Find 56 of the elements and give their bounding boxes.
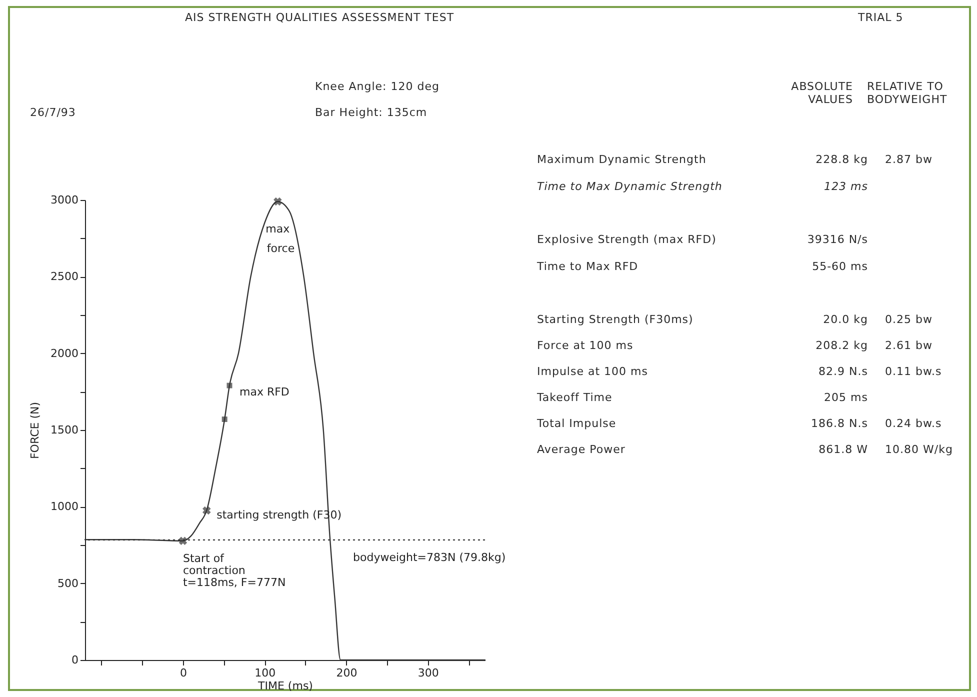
text: 10.80 W/kg (885, 443, 953, 456)
x-tick-label: 200 (336, 666, 358, 680)
text: Average Power (537, 443, 626, 456)
text: Impulse at 100 ms (537, 365, 648, 378)
text: 55-60 ms (812, 260, 868, 273)
y-tick-label: 1000 (50, 500, 78, 514)
text: Time to Max Dynamic Strength (537, 180, 722, 193)
text: Total Impulse (537, 417, 616, 430)
text: Maximum Dynamic Strength (537, 153, 706, 166)
text: 123 ms (824, 180, 868, 193)
text: RELATIVE TO BODYWEIGHT (867, 80, 948, 106)
text: Takeoff Time (537, 391, 612, 404)
point (222, 416, 228, 422)
text: TRIAL 5 (858, 11, 904, 24)
y-tick-label: 3000 (50, 194, 78, 206)
x-tick-label: 100 (254, 666, 276, 680)
point (226, 382, 232, 388)
y-tick-label: 1500 (50, 424, 78, 436)
annotation: max (266, 222, 290, 236)
text: Time to Max RFD (537, 260, 638, 273)
x-axis-title: TIME (ms) (257, 680, 313, 692)
annotation: Start of contraction t=118ms, F=777N (182, 552, 286, 589)
text: 0.11 bw.s (885, 365, 942, 378)
text: 2.87 bw (885, 153, 932, 166)
text: Knee Angle: 120 deg (315, 80, 440, 93)
text: 228.8 kg (816, 153, 868, 166)
y-tick-label: 2000 (50, 346, 78, 360)
text: ABSOLUTE VALUES (791, 80, 853, 106)
point (178, 536, 188, 545)
y-tick-label: 0 (72, 654, 78, 666)
point (274, 197, 282, 206)
chart-title: AIS STRENGTH QUALITIES ASSESSMENT TEST (185, 11, 454, 24)
point (202, 506, 211, 515)
text: Force at 100 ms (537, 339, 634, 352)
text: 205 ms (824, 391, 868, 404)
text: 0.25 bw (885, 313, 932, 326)
text: 208.2 kg (816, 339, 868, 352)
text: Explosive Strength (max RFD) (537, 233, 716, 246)
annotation: max RFD (239, 386, 290, 399)
text: 186.8 N.s (811, 417, 868, 430)
text: Bar Height: 135cm (315, 106, 428, 119)
text: 861.8 W (818, 443, 868, 456)
y-tick-label: 2500 (50, 270, 78, 284)
ref-line-label: bodyweight=783N (79.8kg) (353, 550, 506, 564)
x-tick-label: 300 (418, 666, 439, 680)
text: 39316 N/s (807, 233, 868, 246)
text: 82.9 N.s (818, 365, 868, 378)
text: 26/7/93 (30, 106, 76, 119)
text: 20.0 kg (823, 313, 868, 326)
text: 2.61 bw (885, 339, 932, 352)
text: Starting Strength (F30ms) (537, 313, 694, 326)
y-axis-title: FORCE (N) (28, 402, 42, 460)
y-tick-label: 500 (58, 576, 78, 590)
annotation: force (266, 242, 295, 256)
text: 0.24 bw.s (885, 417, 942, 430)
x-tick-label: 0 (180, 666, 187, 680)
